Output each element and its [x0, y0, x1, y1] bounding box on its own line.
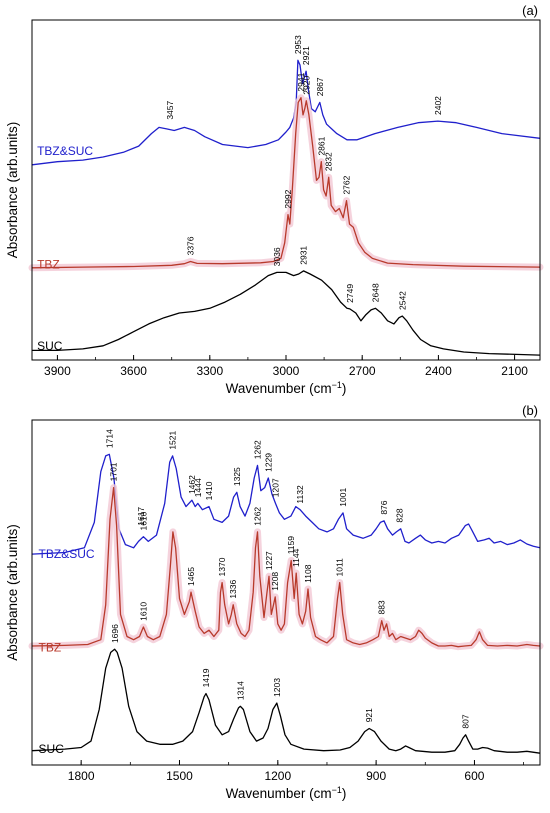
- peak-label: 2762: [341, 175, 351, 194]
- peak-label: 1696: [110, 624, 120, 643]
- peak-label: 2402: [433, 96, 443, 115]
- x-axis-label: Wavenumber (cm−1): [226, 380, 347, 396]
- series-line-tbz: [31, 97, 541, 269]
- x-tick-label: 3000: [273, 364, 300, 378]
- peak-label: 1262: [252, 440, 262, 459]
- x-tick-label: 2400: [425, 364, 452, 378]
- x-tick-label: 600: [464, 769, 484, 783]
- peak-label: 1208: [270, 572, 280, 591]
- peak-label: 2953: [293, 35, 303, 54]
- peak-label: 2931: [299, 246, 309, 265]
- series-label: TBZ: [37, 258, 60, 272]
- peak-label: 1370: [217, 557, 227, 576]
- plot-frame: [31, 419, 541, 766]
- peak-label: 2921: [301, 46, 311, 65]
- panel-b: 1800 1500 1200 900 600 Wavenumber (cm−1) Absor…: [5, 403, 544, 801]
- peak-label: 3457: [165, 100, 175, 119]
- panel-a: 3900 3600 3300 3000 2700 2400 2100 Wavenumber (…: [5, 3, 544, 396]
- series-line-tbzsuc: [31, 59, 541, 166]
- x-tick-label: 1200: [264, 769, 291, 783]
- x-tick-label: 1800: [68, 769, 95, 783]
- x-tick-label: 900: [366, 769, 386, 783]
- series-line-tbzsuc: [31, 453, 541, 555]
- series-line-suc: [32, 270, 541, 356]
- peak-label: 1262: [252, 507, 262, 526]
- peak-label: 2861: [316, 136, 326, 155]
- peak-label: 2648: [370, 283, 380, 302]
- series-line-suc: [31, 648, 541, 754]
- series-label: TBZ&SUC: [37, 144, 93, 158]
- peak-label: 1336: [228, 579, 238, 598]
- peak-label: 1159: [286, 536, 296, 555]
- peak-label: 1132: [295, 485, 305, 504]
- peak-label: 2542: [397, 291, 407, 310]
- peak-label: 3036: [272, 247, 282, 266]
- panel-label: (b): [522, 403, 538, 418]
- peak-label: 1314: [235, 681, 245, 700]
- peak-label: 828: [395, 508, 405, 522]
- peak-label: 1229: [263, 453, 273, 472]
- peak-label: 921: [364, 708, 374, 722]
- peak-label: 876: [379, 500, 389, 514]
- peak-label: 883: [377, 600, 387, 614]
- peak-label: 1108: [303, 564, 313, 583]
- peak-label: 1444: [193, 478, 203, 497]
- peak-label: 2941: [296, 72, 306, 91]
- peak-label: 1011: [335, 558, 345, 577]
- series-label: SUC: [39, 742, 65, 756]
- x-axis-label: Wavenumber (cm−1): [226, 785, 347, 801]
- series-label: SUC: [37, 339, 63, 353]
- peak-label: 1610: [138, 511, 148, 530]
- peak-label: 1462: [187, 475, 197, 494]
- peak-label: 1325: [232, 467, 242, 486]
- series-line-tbz: [31, 486, 541, 648]
- peak-label: 2920: [301, 76, 311, 95]
- peak-label: 1001: [338, 488, 348, 507]
- series-glow-tbz: [28, 94, 544, 272]
- peak-label: 2992: [283, 189, 293, 208]
- peak-label: 1410: [204, 481, 214, 500]
- peak-label: 2832: [324, 152, 334, 171]
- y-axis-label: Absorbance (arb.units): [5, 122, 20, 259]
- peak-label: 1714: [104, 429, 114, 448]
- peak-label: 1144: [291, 548, 301, 567]
- peak-label: 2749: [345, 284, 355, 303]
- peak-label: 1227: [264, 551, 274, 570]
- peak-label: 1207: [271, 478, 281, 497]
- x-tick-label: 1500: [166, 769, 193, 783]
- peak-label: 2867: [315, 77, 325, 96]
- peak-label: 1465: [186, 567, 196, 586]
- peak-label: 1521: [168, 430, 178, 449]
- x-tick-label: 3900: [44, 364, 71, 378]
- series-label: TBZ&SUC: [39, 547, 95, 561]
- peak-label: 1203: [272, 678, 282, 697]
- peak-label: 1617: [136, 507, 146, 526]
- x-tick-label: 3300: [196, 364, 223, 378]
- peak-label: 1701: [109, 462, 119, 481]
- x-tick-label: 2700: [349, 364, 376, 378]
- peak-label: 1610: [138, 602, 148, 621]
- panel-label: (a): [522, 3, 538, 18]
- peak-label: 807: [461, 714, 471, 728]
- peak-label: 1419: [201, 668, 211, 687]
- peak-label: 3376: [185, 236, 195, 255]
- x-tick-label: 3600: [120, 364, 147, 378]
- y-axis-label: Absorbance (arb.units): [5, 524, 20, 661]
- x-tick-label: 2100: [501, 364, 528, 378]
- series-label: TBZ: [39, 641, 62, 655]
